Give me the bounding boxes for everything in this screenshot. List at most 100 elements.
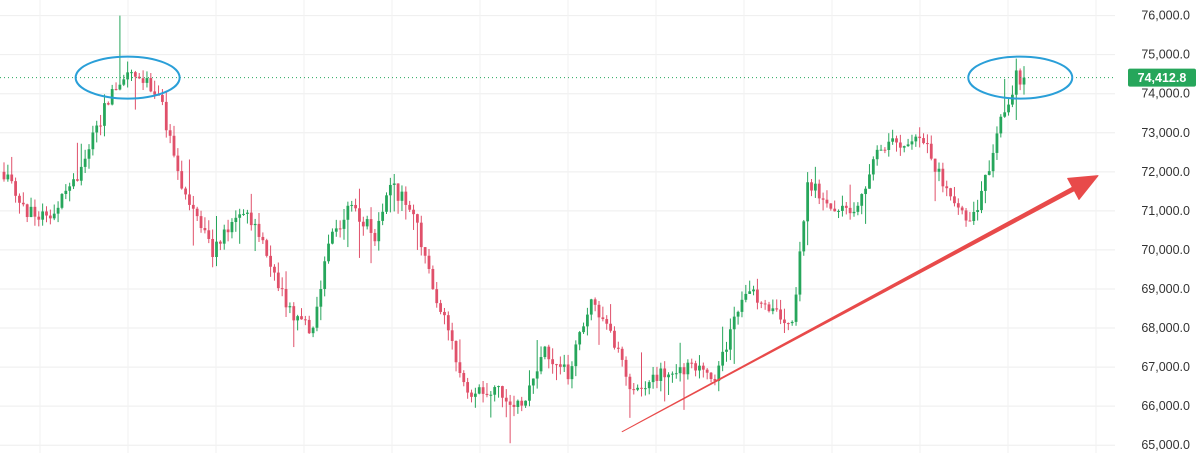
- candle-body: [103, 103, 106, 126]
- candle-body: [72, 179, 75, 187]
- candle-body: [589, 299, 593, 315]
- y-tick-label: 76,000.0: [1141, 9, 1190, 23]
- candle-body: [168, 130, 172, 136]
- candle: [837, 209, 840, 219]
- candle: [45, 206, 48, 223]
- candle: [64, 184, 68, 200]
- candle-body: [242, 213, 245, 215]
- candle: [651, 366, 655, 389]
- candle: [450, 322, 454, 350]
- candle-body: [991, 152, 995, 172]
- candle-body: [798, 251, 802, 295]
- candle: [860, 193, 864, 215]
- highlight-ellipse-right-top[interactable]: [967, 55, 1074, 100]
- candle: [771, 299, 775, 315]
- candle: [531, 378, 535, 394]
- candle-body: [485, 393, 489, 396]
- candle-body: [875, 149, 879, 160]
- candle: [864, 186, 867, 224]
- candle-body: [1014, 70, 1018, 95]
- candle: [10, 156, 14, 184]
- candle-body: [68, 186, 72, 191]
- candle: [215, 216, 218, 267]
- candle: [999, 114, 1003, 138]
- candle-body: [539, 357, 543, 372]
- candle-body: [76, 179, 79, 181]
- candle: [605, 315, 609, 330]
- candle-body: [25, 204, 29, 218]
- candle: [767, 301, 771, 313]
- candle: [926, 134, 929, 154]
- candle: [222, 224, 226, 250]
- candle: [439, 299, 442, 315]
- candle-body: [922, 138, 925, 144]
- candle: [207, 220, 211, 244]
- candle-body: [29, 206, 33, 218]
- candle: [794, 287, 798, 326]
- candle: [806, 172, 810, 246]
- candle-body: [439, 303, 442, 312]
- candle-body: [566, 364, 570, 380]
- candle: [555, 363, 558, 381]
- candle-body: [33, 206, 37, 217]
- candle: [369, 207, 373, 264]
- candle: [99, 114, 102, 136]
- candle-body: [535, 371, 539, 379]
- candle-body: [141, 78, 145, 83]
- highlight-ellipse-left-top[interactable]: [74, 55, 181, 100]
- candle: [848, 184, 852, 220]
- candle: [307, 315, 311, 334]
- candle-body: [327, 243, 330, 262]
- candle: [582, 322, 585, 334]
- candle: [79, 143, 83, 186]
- candle-body: [933, 158, 937, 172]
- candle-body: [269, 255, 272, 267]
- candle: [597, 301, 601, 345]
- candle-body: [597, 304, 601, 318]
- candle-body: [45, 211, 48, 216]
- candle: [841, 195, 844, 217]
- candle-body: [48, 215, 52, 219]
- candle-body: [238, 214, 242, 218]
- candle-body: [547, 346, 551, 360]
- candle-body: [188, 194, 191, 205]
- candle-body: [199, 216, 203, 229]
- candle: [636, 384, 640, 392]
- candle: [211, 229, 215, 268]
- candle: [466, 377, 470, 399]
- candle-body: [980, 190, 983, 211]
- candle-body: [79, 166, 83, 181]
- candle: [188, 159, 191, 211]
- candle-body: [369, 219, 373, 233]
- candle-body: [292, 306, 296, 321]
- candle-body: [736, 311, 740, 317]
- candle: [114, 82, 118, 91]
- candle-body: [346, 205, 350, 220]
- candle-body: [528, 385, 531, 401]
- candle-body: [655, 374, 659, 381]
- candle: [698, 355, 701, 379]
- candle-body: [230, 222, 234, 233]
- candle-body: [261, 236, 265, 241]
- candle: [528, 370, 531, 407]
- candle: [269, 245, 272, 277]
- candle-body: [721, 351, 725, 366]
- candle: [701, 362, 705, 378]
- candle: [725, 341, 728, 362]
- price-axis[interactable]: 65,000.0 66,000.0 67,000.0 68,000.0 69,000.0…: [1128, 9, 1196, 453]
- candle: [659, 362, 663, 392]
- candle: [106, 101, 110, 106]
- candle: [539, 346, 543, 375]
- trend-arrow[interactable]: [621, 175, 1099, 433]
- candle: [551, 348, 555, 374]
- candle: [141, 70, 145, 90]
- candle-body: [118, 84, 122, 90]
- candle: [736, 310, 740, 325]
- candle-body: [396, 183, 400, 201]
- candle-body: [802, 221, 806, 252]
- candle: [501, 385, 504, 408]
- candle: [535, 340, 539, 389]
- candle: [419, 215, 423, 256]
- candle-body: [636, 387, 640, 390]
- candle-body: [910, 141, 914, 145]
